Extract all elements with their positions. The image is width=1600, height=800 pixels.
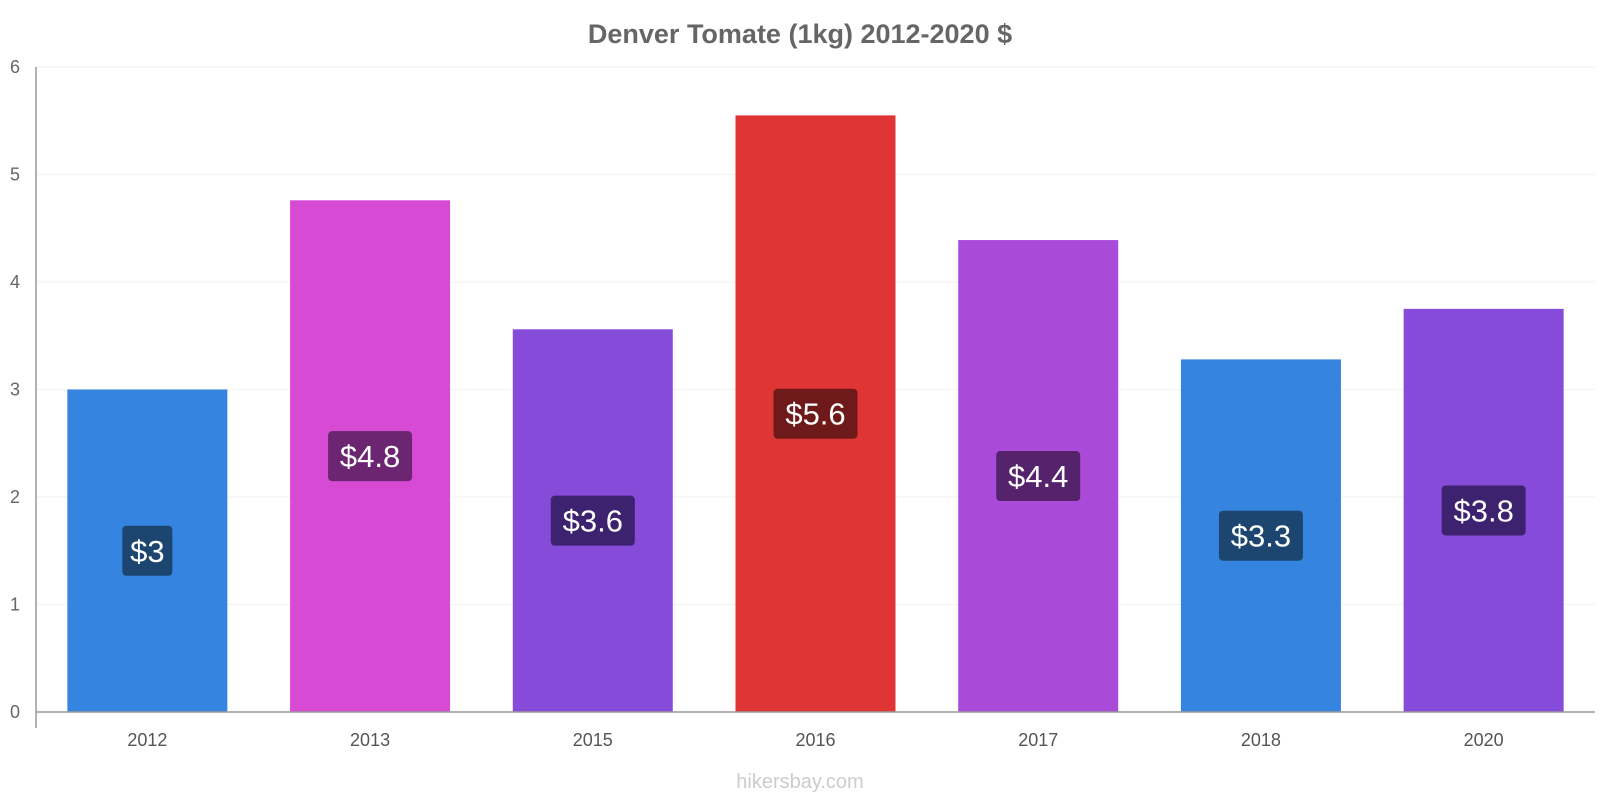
- data-label-box: [996, 451, 1081, 502]
- y-tick-label: 3: [10, 380, 20, 400]
- data-label-box: [1441, 485, 1526, 536]
- chart-title: Denver Tomate (1kg) 2012-2020 $: [588, 19, 1012, 49]
- y-tick-label: 1: [10, 595, 20, 615]
- x-tick-label: 2016: [795, 730, 835, 750]
- data-label: $5.6: [785, 397, 845, 432]
- data-labels: $3 $4.8 $3.6 $5.6 $4.4 $3.3 $3.8: [122, 388, 1526, 576]
- data-label: $3.8: [1453, 493, 1513, 528]
- data-label: $3: [130, 534, 164, 569]
- data-label-box: [122, 525, 173, 576]
- data-label-box: [1218, 510, 1303, 561]
- y-tick-label: 4: [10, 272, 20, 292]
- data-label-box: [550, 495, 635, 546]
- x-tick-label: 2013: [350, 730, 390, 750]
- y-tick-label: 2: [10, 487, 20, 507]
- x-tick-label: 2015: [573, 730, 613, 750]
- y-tick-label: 0: [10, 702, 20, 722]
- x-tick-label: 2018: [1241, 730, 1281, 750]
- data-label: $4.8: [340, 439, 400, 474]
- data-label-box: [328, 431, 413, 482]
- data-label: $3.3: [1231, 519, 1291, 554]
- watermark-text: hikersbay.com: [736, 771, 863, 793]
- data-label: $4.4: [1008, 459, 1068, 494]
- y-tick-label: 6: [10, 57, 20, 77]
- x-tick-label: 2017: [1018, 730, 1058, 750]
- y-tick-label: 5: [10, 165, 20, 185]
- x-tick-label: 2012: [127, 730, 167, 750]
- x-tick-label: 2020: [1464, 730, 1504, 750]
- axes: 0 1 2 3 4 5 6 2012 2013 2015 2016 2017 2018 2020: [10, 57, 1595, 750]
- data-label: $3.6: [563, 504, 623, 539]
- data-label-box: [773, 388, 858, 439]
